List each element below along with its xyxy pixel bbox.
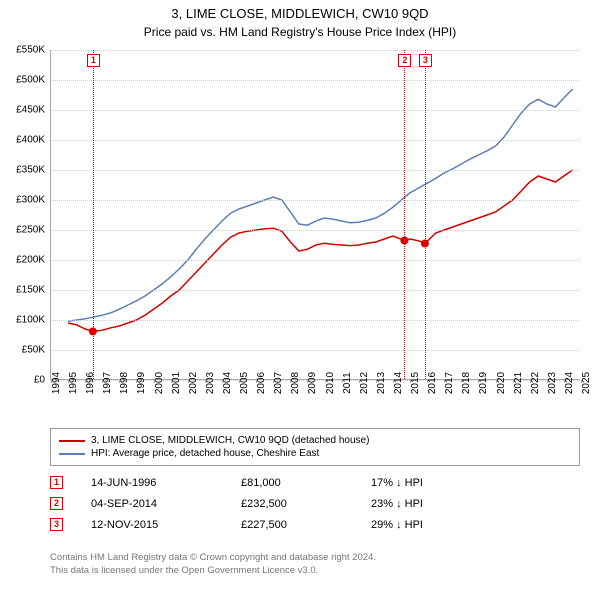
event-row: 1 14-JUN-1996£81,00017% ↓ HPI <box>50 472 580 493</box>
x-axis-label: 1995 <box>68 372 79 394</box>
event-vline <box>425 50 426 379</box>
grid-line <box>51 140 580 141</box>
grid-line <box>51 230 580 231</box>
legend-label-hpi: HPI: Average price, detached house, Ches… <box>91 448 319 459</box>
grid-line <box>51 350 580 351</box>
x-axis-label: 2008 <box>290 372 301 394</box>
series-line-property <box>68 170 572 331</box>
x-axis-label: 2011 <box>342 372 353 394</box>
legend-swatch-hpi <box>59 453 85 455</box>
x-axis-label: 1997 <box>102 372 113 394</box>
events-table: 1 14-JUN-1996£81,00017% ↓ HPI 2 04-SEP-2014… <box>50 472 580 535</box>
footer-line-2: This data is licensed under the Open Gov… <box>50 565 580 578</box>
x-axis-label: 2009 <box>307 372 318 394</box>
x-axis-label: 2006 <box>256 372 267 394</box>
legend-swatch-property <box>59 440 85 442</box>
legend-row-hpi: HPI: Average price, detached house, Ches… <box>59 447 571 460</box>
event-date: 14-JUN-1996 <box>91 477 241 489</box>
grid-line <box>51 260 580 261</box>
event-row: 3 12-NOV-2015£227,50029% ↓ HPI <box>50 514 580 535</box>
x-axis-label: 2025 <box>581 372 592 394</box>
x-axis-label: 2002 <box>188 372 199 394</box>
y-axis-label: £200K <box>16 255 45 266</box>
chart-title: 3, LIME CLOSE, MIDDLEWICH, CW10 9QD <box>0 0 600 21</box>
event-price: £81,000 <box>241 477 371 489</box>
x-axis-label: 2017 <box>444 372 455 394</box>
grid-line <box>51 200 580 201</box>
chart-subtitle: Price paid vs. HM Land Registry's House … <box>0 21 600 43</box>
y-axis-label: £500K <box>16 75 45 86</box>
x-axis-label: 2003 <box>205 372 216 394</box>
event-marker-3: 3 <box>419 54 432 67</box>
event-price: £232,500 <box>241 498 371 510</box>
event-marker-1: 1 <box>87 54 100 67</box>
event-hpi: 17% ↓ HPI <box>371 477 491 489</box>
x-axis-label: 2001 <box>171 372 182 394</box>
grid-line <box>51 50 580 51</box>
event-vline <box>404 50 405 379</box>
event-hpi: 23% ↓ HPI <box>371 498 491 510</box>
x-axis-label: 2016 <box>427 372 438 394</box>
event-date: 12-NOV-2015 <box>91 519 241 531</box>
x-axis-label: 2014 <box>393 372 404 394</box>
grid-line <box>51 110 580 111</box>
x-axis-label: 1998 <box>119 372 130 394</box>
y-axis-label: £150K <box>16 285 45 296</box>
footer-line-1: Contains HM Land Registry data © Crown c… <box>50 552 580 565</box>
footer-attribution: Contains HM Land Registry data © Crown c… <box>50 552 580 578</box>
x-axis-label: 2000 <box>154 372 165 394</box>
y-axis-label: £350K <box>16 165 45 176</box>
event-vline <box>93 50 94 379</box>
event-index-box: 2 <box>50 497 63 510</box>
legend-box: 3, LIME CLOSE, MIDDLEWICH, CW10 9QD (det… <box>50 428 580 466</box>
y-axis-label: £250K <box>16 225 45 236</box>
x-axis-label: 1996 <box>85 372 96 394</box>
x-axis-label: 2004 <box>222 372 233 394</box>
x-axis-label: 2010 <box>325 372 336 394</box>
x-axis-label: 1994 <box>51 372 62 394</box>
y-axis-label: £0 <box>34 375 45 386</box>
y-axis-label: £400K <box>16 135 45 146</box>
x-axis-label: 2012 <box>359 372 370 394</box>
grid-line <box>51 290 580 291</box>
x-axis-label: 1999 <box>136 372 147 394</box>
x-axis-label: 2021 <box>513 372 524 394</box>
y-axis-label: £50K <box>22 345 45 356</box>
x-axis-label: 2013 <box>376 372 387 394</box>
event-date: 04-SEP-2014 <box>91 498 241 510</box>
legend-row-property: 3, LIME CLOSE, MIDDLEWICH, CW10 9QD (det… <box>59 434 571 447</box>
x-axis-label: 2019 <box>478 372 489 394</box>
grid-line <box>51 80 580 81</box>
legend-label-property: 3, LIME CLOSE, MIDDLEWICH, CW10 9QD (det… <box>91 435 369 446</box>
event-row: 2 04-SEP-2014£232,50023% ↓ HPI <box>50 493 580 514</box>
y-axis-label: £550K <box>16 45 45 56</box>
chart-svg <box>51 50 580 379</box>
event-marker-2: 2 <box>398 54 411 67</box>
y-axis-label: £100K <box>16 315 45 326</box>
chart-plot-area: £0£50K£100K£150K£200K£250K£300K£350K£400… <box>50 50 580 380</box>
x-axis-label: 2023 <box>547 372 558 394</box>
grid-line <box>51 170 580 171</box>
series-line-hpi <box>68 89 572 321</box>
event-hpi: 29% ↓ HPI <box>371 519 491 531</box>
event-index-box: 1 <box>50 476 63 489</box>
x-axis-label: 2015 <box>410 372 421 394</box>
x-axis-label: 2005 <box>239 372 250 394</box>
grid-line <box>51 320 580 321</box>
y-axis-label: £300K <box>16 195 45 206</box>
event-price: £227,500 <box>241 519 371 531</box>
x-axis-label: 2022 <box>530 372 541 394</box>
event-index-box: 3 <box>50 518 63 531</box>
x-axis-label: 2007 <box>273 372 284 394</box>
y-axis-label: £450K <box>16 105 45 116</box>
x-axis-label: 2018 <box>461 372 472 394</box>
x-axis-label: 2020 <box>496 372 507 394</box>
x-axis-label: 2024 <box>564 372 575 394</box>
